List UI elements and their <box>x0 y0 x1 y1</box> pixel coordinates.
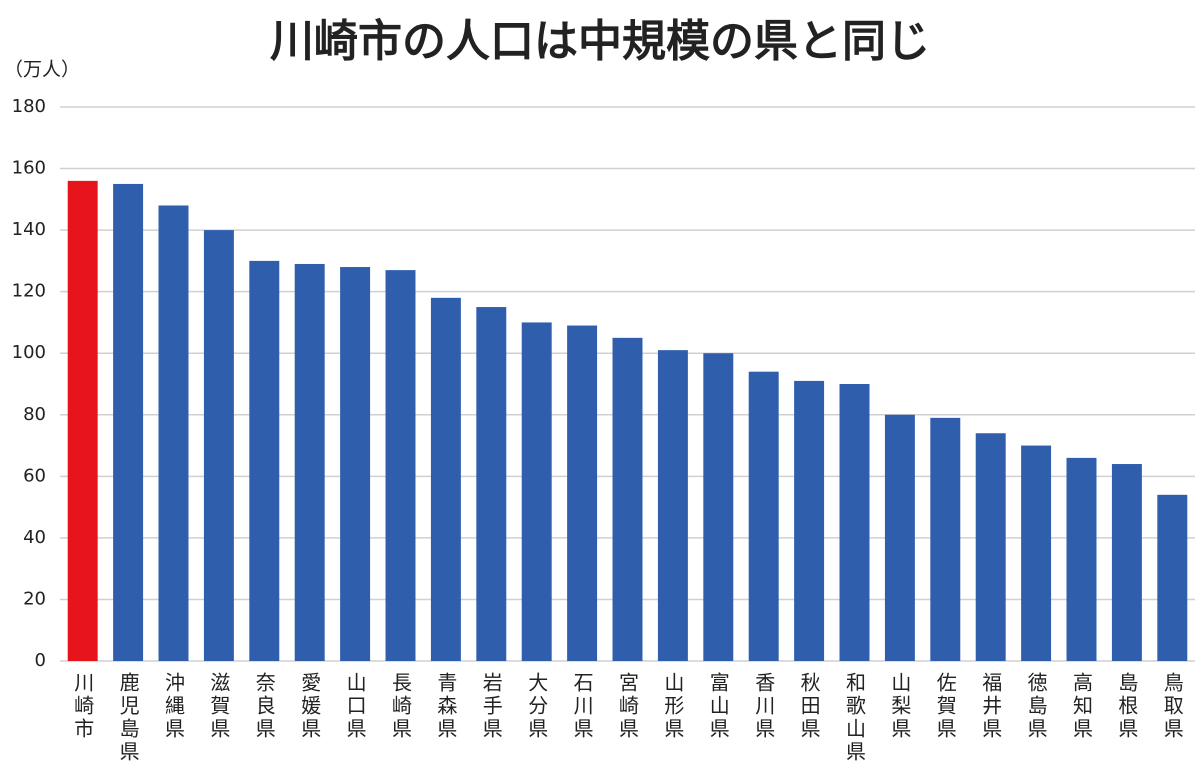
bar <box>67 180 98 661</box>
y-tick-label: 140 <box>12 219 46 240</box>
x-tick-label: 鳥取県 <box>1160 672 1184 741</box>
x-tick-label: 滋賀県 <box>207 672 231 741</box>
bar <box>703 353 734 661</box>
bar <box>794 380 825 661</box>
x-tick-label: 川崎市 <box>71 672 95 741</box>
y-tick-label: 20 <box>23 588 46 609</box>
bar <box>567 325 598 661</box>
bar <box>1157 494 1188 661</box>
x-tick-label: 徳島県 <box>1024 672 1048 741</box>
bar <box>1021 445 1052 661</box>
x-tick-label: 青森県 <box>434 672 458 741</box>
y-tick-label: 40 <box>23 527 46 548</box>
x-tick-label: 宮崎県 <box>616 672 640 741</box>
bar <box>839 384 870 661</box>
y-tick-label: 0 <box>35 650 46 671</box>
x-tick-label: 愛媛県 <box>298 672 322 741</box>
y-tick-label: 120 <box>12 281 46 302</box>
bar <box>1066 457 1097 661</box>
x-tick-label: 山形県 <box>661 672 685 741</box>
bar <box>612 337 643 661</box>
x-tick-label: 岩手県 <box>479 672 503 741</box>
bar <box>430 297 461 661</box>
x-tick-label: 福井県 <box>979 672 1003 741</box>
bar <box>158 205 189 661</box>
x-tick-label: 大分県 <box>525 672 549 741</box>
y-tick-label: 80 <box>23 404 46 425</box>
x-tick-label: 佐賀県 <box>933 672 957 741</box>
bar <box>385 270 416 661</box>
bar <box>657 350 688 661</box>
bar <box>1111 464 1142 661</box>
x-tick-label: 鹿児島県 <box>116 672 140 764</box>
x-tick-label: 高知県 <box>1070 672 1094 741</box>
bar <box>930 417 961 661</box>
x-tick-label: 富山県 <box>706 672 730 741</box>
bar <box>203 230 234 661</box>
x-tick-label: 和歌山県 <box>843 672 867 764</box>
y-tick-label: 180 <box>12 96 46 117</box>
x-tick-label: 山梨県 <box>888 672 912 741</box>
bar <box>975 433 1006 661</box>
bar <box>476 307 507 661</box>
bar <box>249 260 280 661</box>
x-tick-label: 秋田県 <box>797 672 821 741</box>
x-tick-label: 沖縄県 <box>162 672 186 741</box>
x-tick-label: 石川県 <box>570 672 594 741</box>
bar <box>113 183 144 661</box>
bar <box>340 267 371 661</box>
x-tick-label: 長崎県 <box>389 672 413 741</box>
bar <box>521 322 552 661</box>
y-axis-label: （万人） <box>4 59 80 81</box>
x-tick-label: 香川県 <box>752 672 776 741</box>
bar <box>884 414 915 661</box>
chart-title: 川崎市の人口は中規模の県と同じ <box>270 16 930 67</box>
y-tick-label: 100 <box>12 342 46 363</box>
x-tick-label: 奈良県 <box>252 672 276 741</box>
bar <box>748 371 779 661</box>
y-tick-label: 60 <box>23 465 46 486</box>
y-tick-label: 160 <box>12 158 46 179</box>
x-tick-label: 山口県 <box>343 672 367 741</box>
x-tick-label: 島根県 <box>1115 672 1139 741</box>
bar <box>294 263 325 661</box>
